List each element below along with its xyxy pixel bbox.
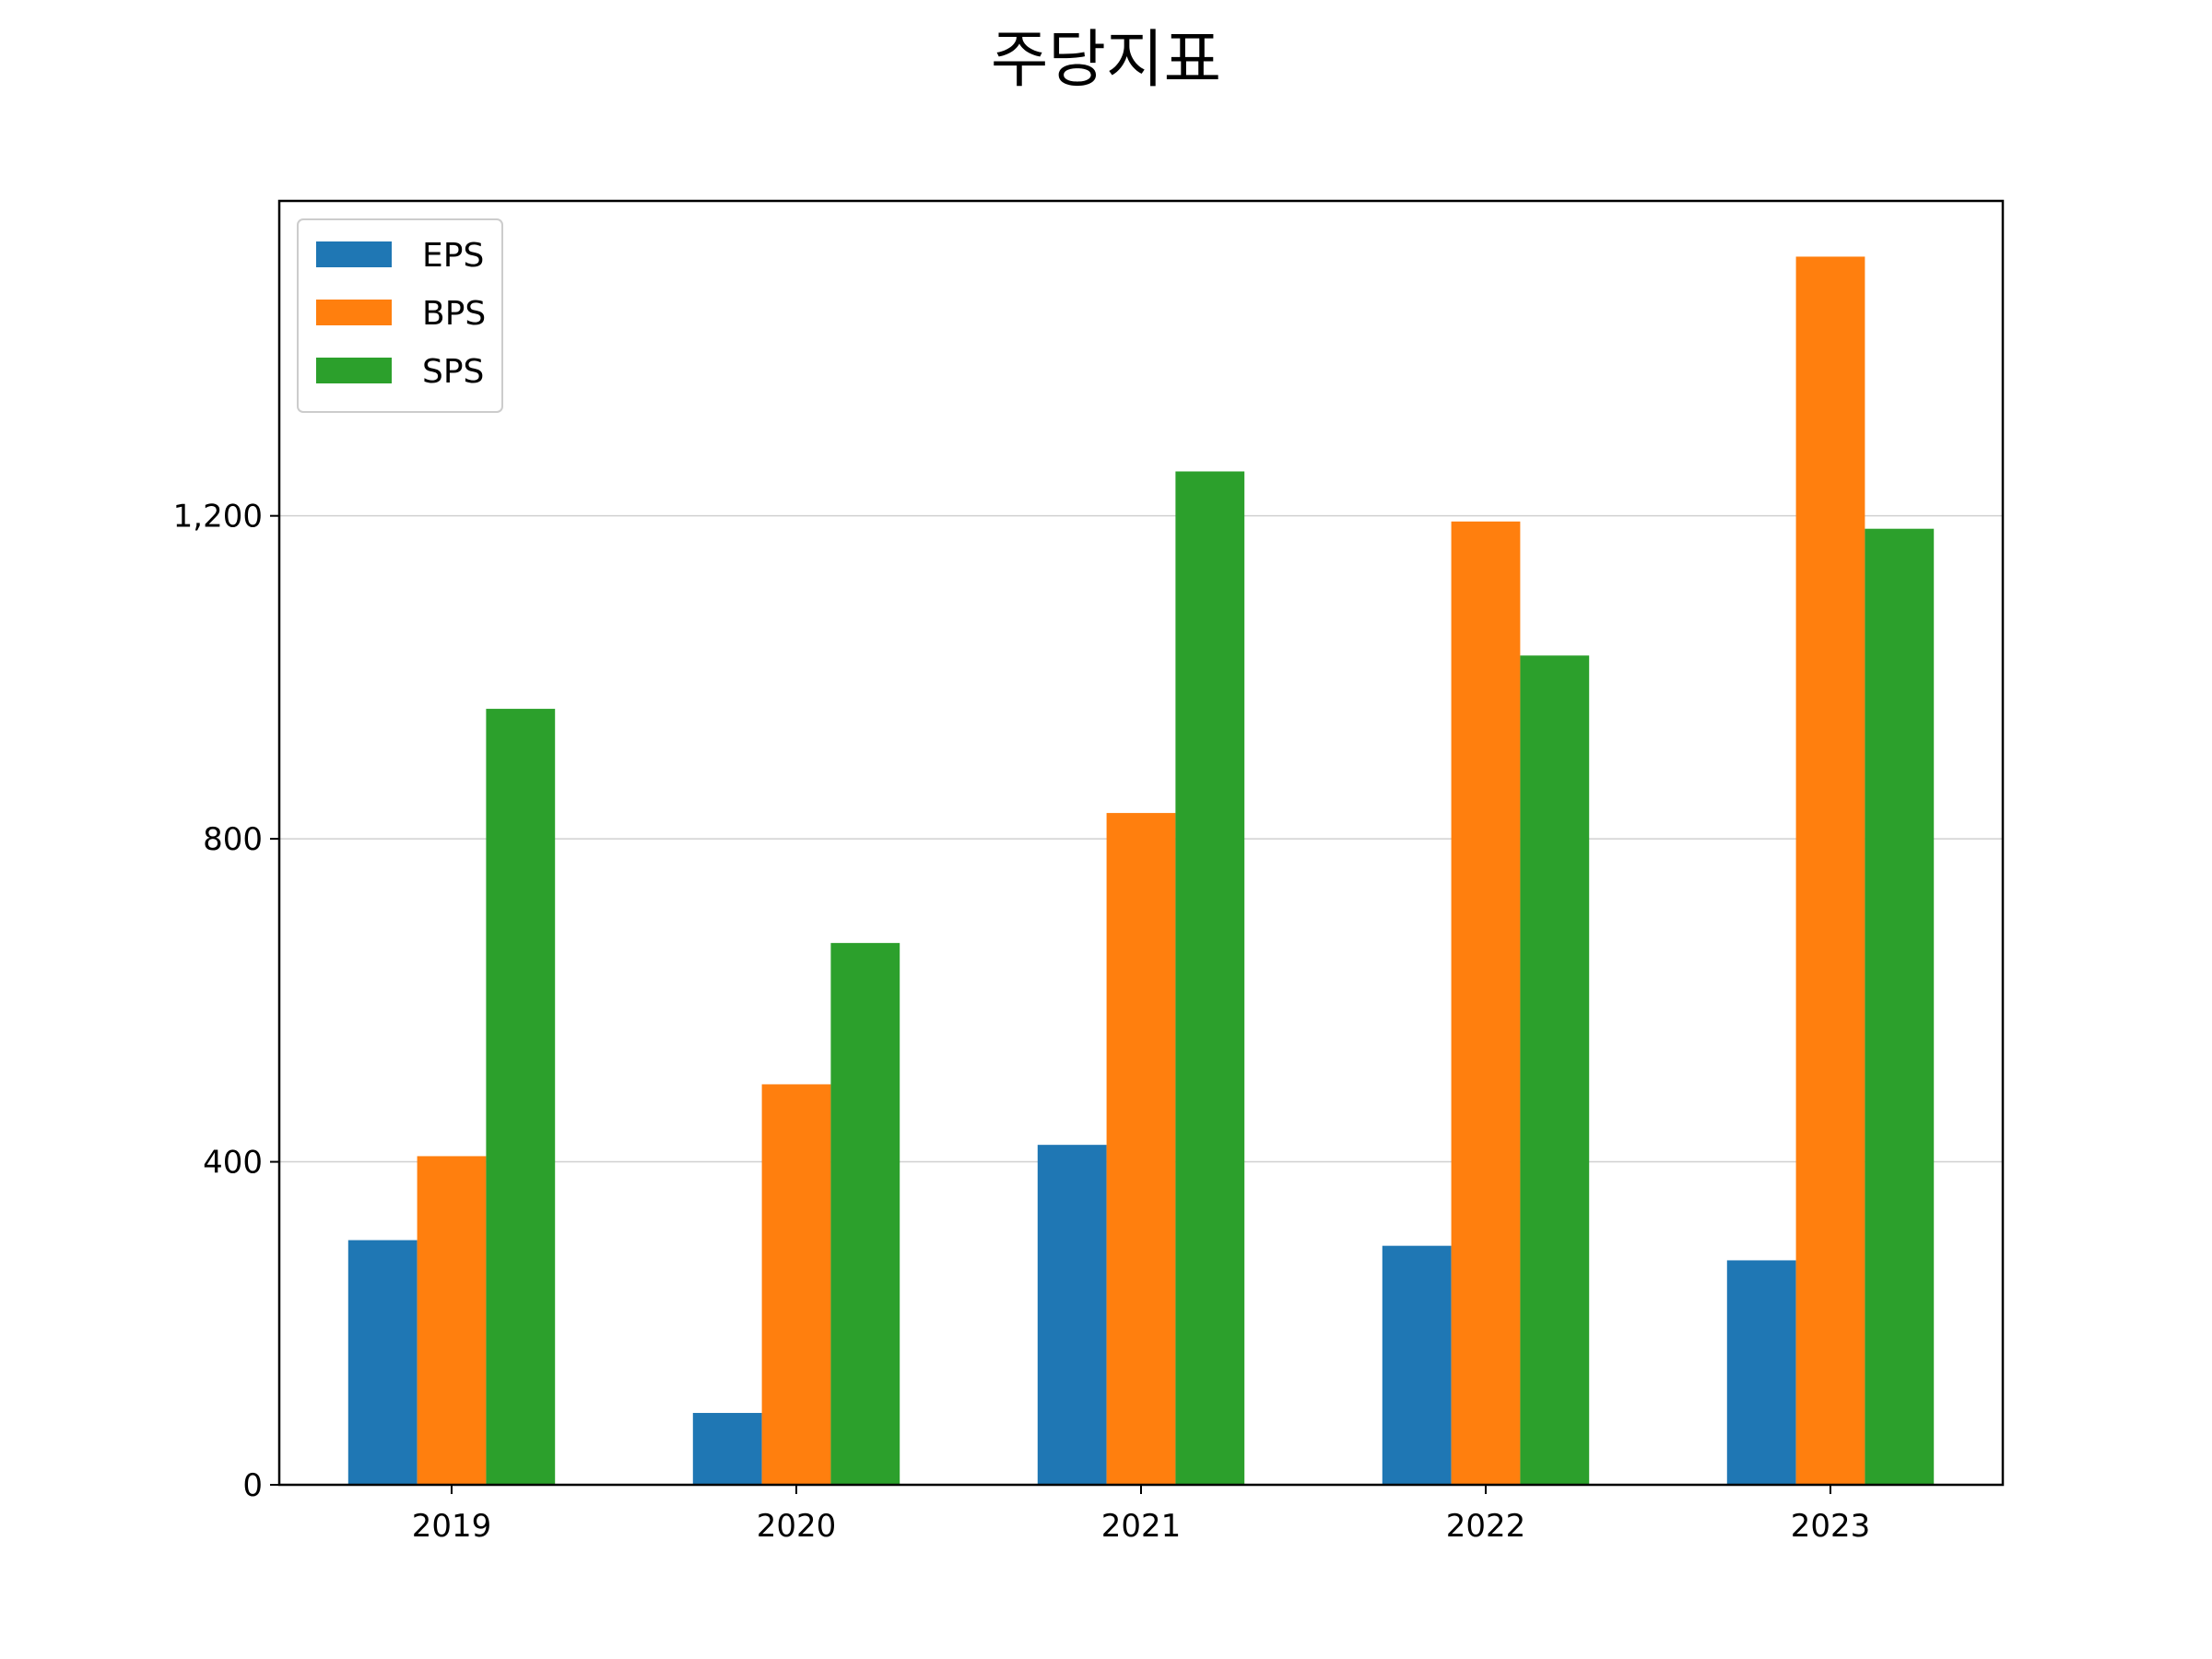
bar-bps-2022 (1451, 521, 1521, 1485)
legend-swatch-sps (316, 358, 392, 383)
x-tick-label: 2022 (1446, 1508, 1526, 1545)
chart-title: 주당지표 (991, 24, 1221, 97)
y-tick-label: 800 (203, 821, 263, 858)
bar-eps-2020 (692, 1413, 762, 1485)
x-tick-label: 2023 (1791, 1508, 1871, 1545)
y-tick-label: 0 (242, 1467, 263, 1504)
bar-eps-2021 (1037, 1145, 1107, 1485)
bar-eps-2022 (1382, 1245, 1452, 1485)
bar-sps-2021 (1175, 471, 1245, 1486)
legend-swatch-bps (316, 300, 392, 325)
y-tick-label: 1,200 (173, 499, 263, 535)
bar-sps-2019 (486, 709, 556, 1485)
x-tick-label: 2019 (412, 1508, 492, 1545)
y-tick-label: 400 (203, 1145, 263, 1182)
bars (347, 256, 1935, 1486)
legend: EPS BPS SPS (297, 218, 503, 413)
bar-bps-2019 (417, 1156, 487, 1485)
bar-eps-2019 (347, 1240, 418, 1485)
bar-sps-2020 (830, 943, 900, 1485)
legend-swatch-eps (316, 241, 392, 267)
bar-eps-2023 (1726, 1260, 1796, 1485)
legend-label-sps: SPS (422, 353, 484, 391)
bar-sps-2023 (1865, 528, 1935, 1486)
bar-bps-2023 (1795, 256, 1865, 1486)
legend-label-bps: BPS (422, 295, 486, 333)
bar-bps-2021 (1106, 813, 1176, 1485)
bar-sps-2022 (1520, 655, 1590, 1485)
x-tick-label: 2021 (1101, 1508, 1182, 1545)
axes: 0 400 800 1,200 2019 2020 2021 2022 2023 (173, 499, 1871, 1545)
x-tick-label: 2020 (757, 1508, 837, 1545)
legend-label-eps: EPS (422, 237, 484, 275)
bar-bps-2020 (761, 1084, 831, 1485)
